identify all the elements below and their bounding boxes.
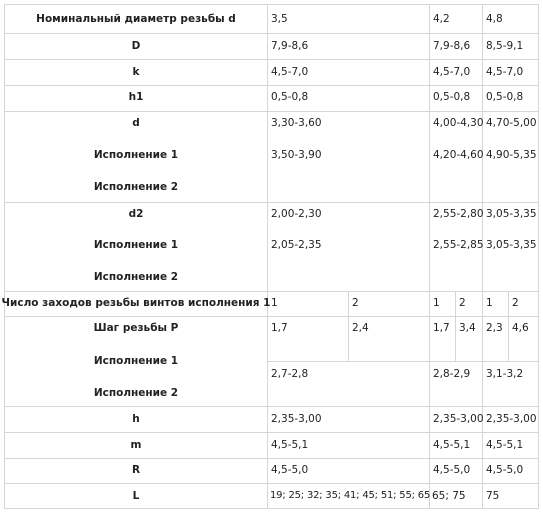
cell-value: 3,4: [459, 322, 476, 334]
cell-value: 4,90-5,35: [486, 149, 537, 161]
cell-value: 4,20-4,60: [433, 149, 484, 161]
row-divider: [4, 202, 539, 203]
cell-value: 3,5: [271, 13, 288, 25]
cell-value: 2: [352, 297, 359, 309]
row-divider: [4, 508, 539, 509]
row-label-P: Шаг резьбы P: [93, 322, 179, 334]
row-divider: [4, 316, 539, 317]
col-divider: [508, 291, 509, 361]
cell-value: 1: [271, 297, 278, 309]
cell-value: 1,7: [433, 322, 450, 334]
cell-value: 0,5-0,8: [271, 91, 309, 103]
cell-value: 4,6: [512, 322, 529, 334]
cell-value: 4,00-4,30: [433, 117, 484, 129]
row-label-m: m: [130, 439, 142, 451]
cell-value: 4,5-7,0: [271, 66, 309, 78]
cell-value: 75: [486, 490, 500, 502]
cell-value: 4,5-5,0: [271, 464, 309, 476]
row-divider: [4, 406, 539, 407]
cell-value: 8,5-9,1: [486, 40, 524, 52]
cell-value: 1,7: [271, 322, 288, 334]
row-divider: [4, 458, 539, 459]
cell-value: 3,1-3,2: [486, 368, 524, 380]
cell-value: 2,05-2,35: [271, 239, 322, 251]
cell-value: 0,5-0,8: [486, 91, 524, 103]
row-sublabel-ispolnenie-2: Исполнение 2: [93, 271, 179, 283]
cell-value: 4,5-5,1: [486, 439, 524, 451]
cell-value: 2,3: [486, 322, 503, 334]
cell-value: 2,8-2,9: [433, 368, 471, 380]
cell-value: 4,5-7,0: [486, 66, 524, 78]
cell-value: 2,55-2,85: [433, 239, 484, 251]
row-divider: [267, 361, 539, 362]
cell-value: 4,5-5,0: [433, 464, 471, 476]
cell-value: 0,5-0,8: [433, 91, 471, 103]
cell-value: 2,00-2,30: [271, 208, 322, 220]
cell-value: 4,5-5,1: [433, 439, 471, 451]
row-divider: [4, 483, 539, 484]
row-divider: [4, 33, 539, 34]
col-divider: [429, 4, 430, 509]
cell-value: 4,8: [486, 13, 503, 25]
cell-value: 3,05-3,35: [486, 239, 537, 251]
cell-value: 19; 25; 32; 35; 41; 45; 51; 55; 65: [270, 490, 431, 501]
cell-value: 3,50-3,90: [271, 149, 322, 161]
cell-value: 2,35-3,00: [486, 413, 537, 425]
row-label-L: L: [132, 490, 140, 502]
row-sublabel-ispolnenie-1: Исполнение 1: [93, 239, 179, 251]
col-divider: [267, 4, 268, 509]
cell-value: 4,2: [433, 13, 450, 25]
cell-value: 3,05-3,35: [486, 208, 537, 220]
row-label-R: R: [131, 464, 141, 476]
row-divider: [4, 85, 539, 86]
row-sublabel-ispolnenie-1: Исполнение 1: [93, 149, 179, 161]
col-divider: [348, 291, 349, 361]
cell-value: 2,35-3,00: [433, 413, 484, 425]
row-divider: [4, 111, 539, 112]
row-label-nominal: Номинальный диаметр резьбы d: [36, 13, 236, 25]
cell-value: 2,4: [352, 322, 369, 334]
row-label-k: k: [132, 66, 140, 78]
row-divider: [4, 432, 539, 433]
col-divider: [455, 291, 456, 361]
cell-value: 1: [486, 297, 493, 309]
cell-value: 7,9-8,6: [433, 40, 471, 52]
cell-value: 2: [512, 297, 519, 309]
cell-value: 2,55-2,80: [433, 208, 484, 220]
cell-value: 4,5-5,1: [271, 439, 309, 451]
cell-value: 2: [459, 297, 466, 309]
row-label-d: d: [132, 117, 140, 129]
cell-value: 1: [433, 297, 440, 309]
row-sublabel-ispolnenie-1: Исполнение 1: [93, 355, 179, 367]
cell-value: 65; 75: [432, 490, 466, 502]
cell-value: 7,9-8,6: [271, 40, 309, 52]
row-sublabel-ispolnenie-2: Исполнение 2: [93, 181, 179, 193]
cell-value: 4,5-5,0: [486, 464, 524, 476]
row-label-h1: h1: [128, 91, 144, 103]
col-divider: [4, 4, 5, 509]
col-divider: [538, 4, 539, 509]
row-label-d2: d2: [128, 208, 144, 220]
cell-value: 4,5-7,0: [433, 66, 471, 78]
row-label-h: h: [132, 413, 140, 425]
cell-value: 4,70-5,00: [486, 117, 537, 129]
cell-value: 3,30-3,60: [271, 117, 322, 129]
row-sublabel-ispolnenie-2: Исполнение 2: [93, 387, 179, 399]
row-divider: [4, 59, 539, 60]
col-divider: [482, 4, 483, 509]
cell-value: 2,7-2,8: [271, 368, 309, 380]
row-label-starts: Число заходов резьбы винтов исполнения 1: [1, 297, 271, 309]
row-divider: [4, 291, 539, 292]
row-divider: [4, 4, 539, 5]
cell-value: 2,35-3,00: [271, 413, 322, 425]
row-label-D: D: [131, 40, 141, 52]
